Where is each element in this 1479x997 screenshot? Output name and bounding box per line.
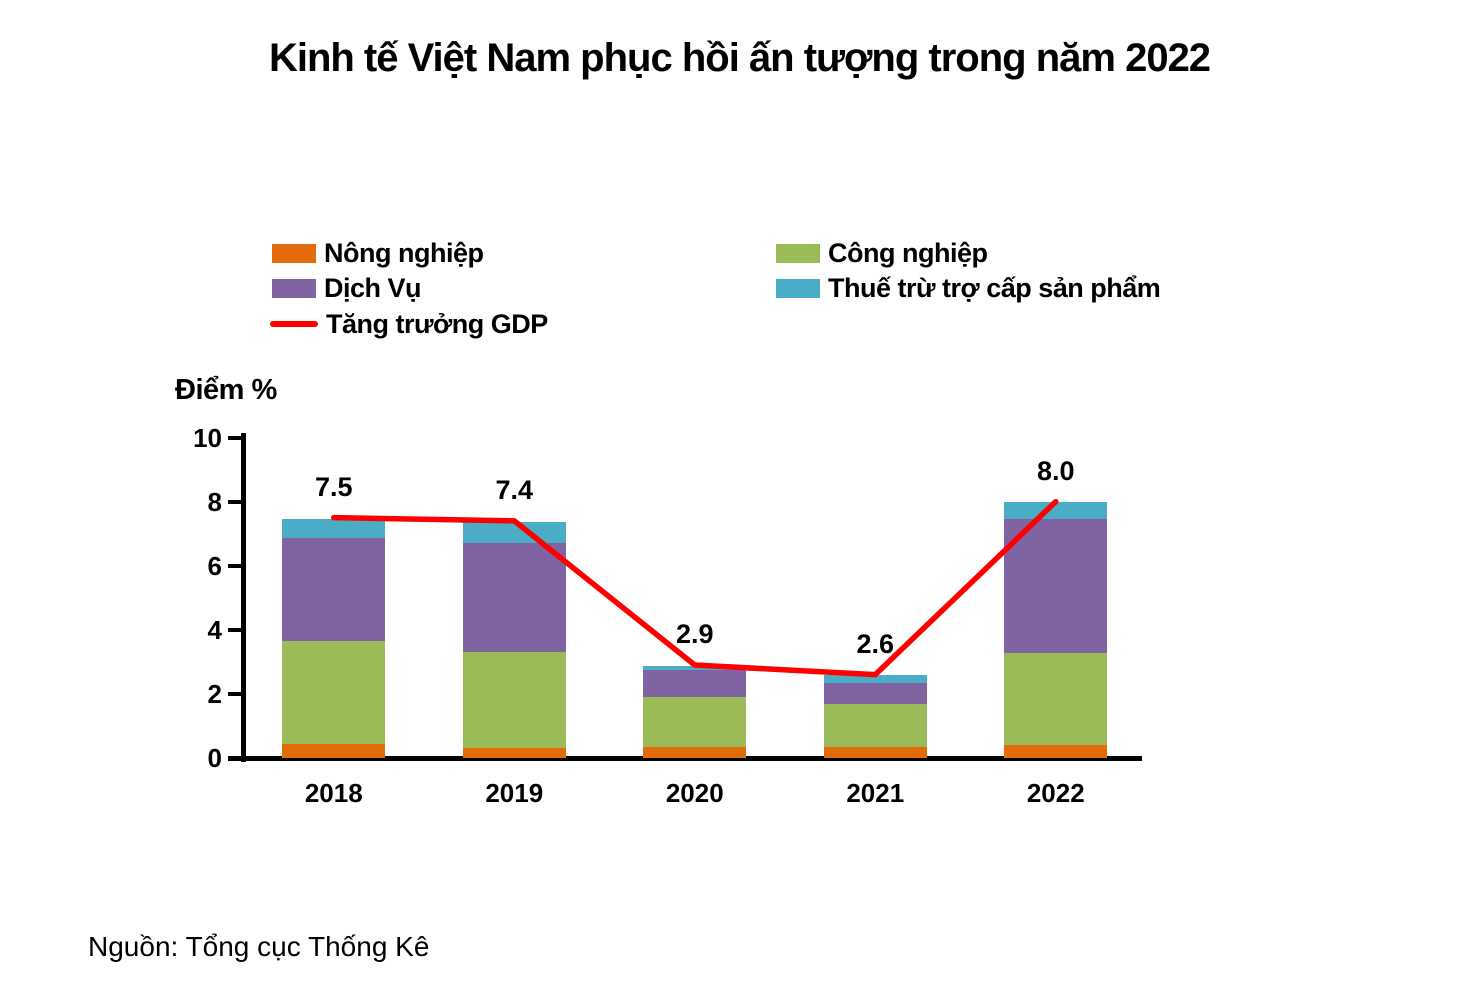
y-tick-mark [228,691,241,696]
services-swatch-icon [272,278,316,298]
y-axis-title: Điểm % [175,374,277,406]
y-tick-mark [228,563,241,568]
bar-segment-2020-thuế-trừ-trợ-cấp-sản-phẩm [643,666,747,670]
y-tick-mark [228,499,241,504]
bar-segment-2020-công-nghiệp [643,697,747,747]
legend-item-gdp-growth: Tăng trưởng GDP [270,309,548,339]
bar-segment-2022-thuế-trừ-trợ-cấp-sản-phẩm [1004,501,1108,520]
data-label-2020: 2.9 [675,619,714,650]
y-tick-mark [228,756,241,760]
x-axis-label-2021: 2021 [846,778,905,808]
bar-segment-2022-nông-nghiệp [1004,745,1108,758]
legend-item-services: Dịch Vụ [272,273,422,303]
bar-segment-2018-nông-nghiệp [282,743,386,758]
taxes-swatch-icon [776,278,820,298]
legend-label: Thuế trừ trợ cấp sản phẩm [828,273,1161,303]
bar-segment-2020-nông-nghiệp [643,746,747,758]
y-tick-label: 6 [207,550,222,581]
bar-segment-2019-nông-nghiệp [462,748,566,758]
x-axis-label-2020: 2020 [665,778,724,808]
y-tick-label: 4 [207,614,222,645]
legend-item-taxes: Thuế trừ trợ cấp sản phẩm [776,273,1161,303]
y-axis-line [241,433,246,762]
data-label-2019: 7.4 [495,474,534,505]
bar-segment-2019-thuế-trừ-trợ-cấp-sản-phẩm [462,522,566,544]
bar-segment-2018-thuế-trừ-trợ-cấp-sản-phẩm [282,519,386,539]
industry-swatch-icon [776,243,820,263]
bar-segment-2018-công-nghiệp [282,641,386,744]
x-axis-line [228,756,1142,761]
source-note: Nguồn: Tổng cục Thống Kê [88,931,430,962]
agriculture-swatch-icon [272,243,316,263]
x-axis-label-2019: 2019 [485,778,544,808]
bar-segment-2019-công-nghiệp [462,652,566,749]
legend-label: Nông nghiệp [324,238,484,268]
bar-segment-2021-dịch-vụ [823,682,927,704]
bar-segment-2021-công-nghiệp [823,703,927,747]
bar-segment-2020-dịch-vụ [643,669,747,698]
x-axis-label-2022: 2022 [1026,778,1085,808]
y-tick-label: 8 [207,486,222,517]
y-tick-mark [228,435,241,440]
legend-item-agriculture: Nông nghiệp [272,238,484,268]
y-tick-label: 10 [193,422,222,453]
data-label-2018: 7.5 [314,471,353,502]
gdp-line-swatch-icon [270,321,318,327]
y-tick-label: 2 [207,678,222,709]
bar-segment-2021-nông-nghiệp [823,746,927,758]
legend-label: Dịch Vụ [324,273,422,303]
bar-segment-2019-dịch-vụ [462,543,566,653]
legend-item-industry: Công nghiệp [776,238,988,268]
legend-label: Tăng trưởng GDP [326,309,548,339]
data-label-2021: 2.6 [856,628,895,659]
chart-title: Kinh tế Việt Nam phục hồi ấn tượng trong… [268,36,1211,80]
data-label-2022: 8.0 [1036,455,1075,486]
bar-segment-2021-thuế-trừ-trợ-cấp-sản-phẩm [823,675,927,683]
bar-segment-2022-công-nghiệp [1004,653,1108,746]
x-axis-label-2018: 2018 [304,778,363,808]
legend-label: Công nghiệp [828,238,988,268]
y-tick-mark [228,627,241,632]
y-tick-label: 0 [207,743,222,773]
bar-segment-2018-dịch-vụ [282,538,386,641]
bar-segment-2022-dịch-vụ [1004,519,1108,654]
